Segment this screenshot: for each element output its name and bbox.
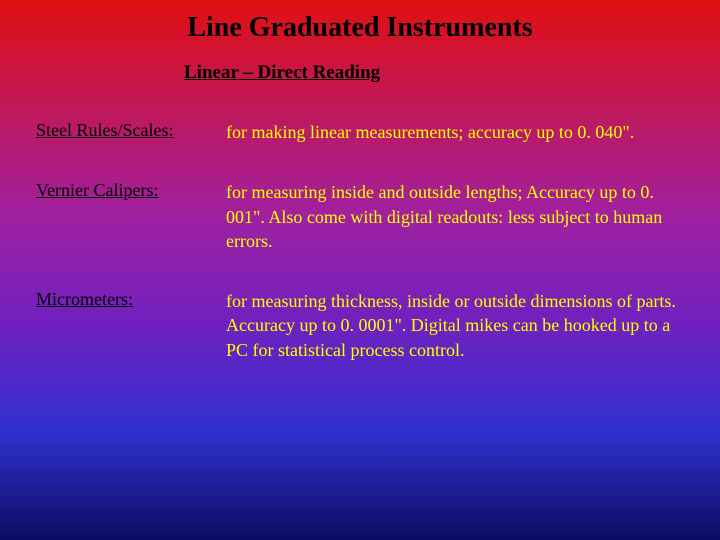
instrument-label: Steel Rules/Scales:	[36, 120, 226, 144]
slide-title: Line Graduated Instruments	[36, 12, 684, 44]
instrument-row: Steel Rules/Scales: for making linear me…	[36, 120, 684, 144]
instrument-row: Vernier Calipers: for measuring inside a…	[36, 180, 684, 253]
instrument-label: Vernier Calipers:	[36, 180, 226, 253]
instrument-desc: for measuring thickness, inside or outsi…	[226, 289, 684, 362]
instrument-desc: for measuring inside and outside lengths…	[226, 180, 684, 253]
slide-container: Line Graduated Instruments Linear – Dire…	[0, 0, 720, 410]
instrument-desc: for making linear measurements; accuracy…	[226, 120, 684, 144]
slide-subtitle: Linear – Direct Reading	[184, 62, 684, 84]
instrument-row: Micrometers: for measuring thickness, in…	[36, 289, 684, 362]
instrument-label: Micrometers:	[36, 289, 226, 362]
